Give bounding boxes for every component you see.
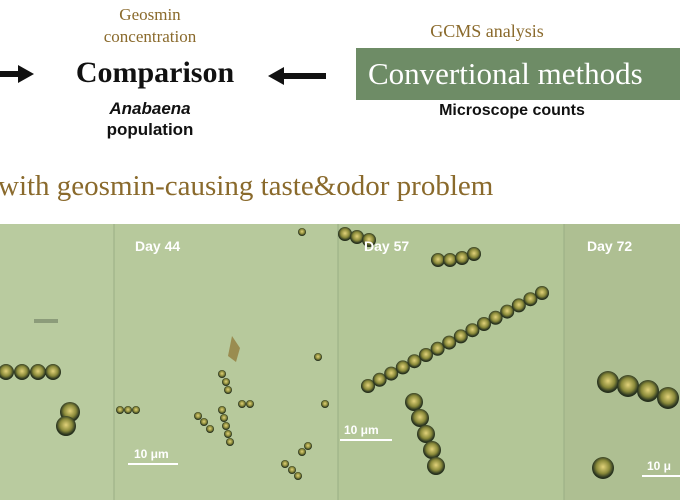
anabaena-cell — [500, 304, 515, 319]
micrograph-strip: Day 44 Day 57 Day 72 10 μm 10 μm 10 μ — [0, 224, 680, 500]
anabaena-cell — [384, 366, 399, 381]
anabaena-cell — [453, 329, 468, 344]
anabaena-cell — [477, 317, 491, 331]
micrograph-day-label-57: Day 57 — [364, 238, 409, 254]
anabaena-cell — [419, 348, 433, 362]
anabaena-cell — [465, 323, 480, 338]
anabaena-cell — [523, 292, 538, 307]
anabaena-cell — [395, 360, 410, 375]
anabaena-cell — [430, 341, 445, 356]
micrograph-panel-3 — [338, 224, 564, 500]
micrograph-panel-4 — [564, 224, 680, 500]
anabaena-cells — [56, 402, 80, 436]
anabaena-population-label: Anabaena population — [60, 98, 240, 140]
geosmin-concentration-label: Geosmin concentration — [70, 4, 230, 48]
micrograph-day-label-44: Day 44 — [135, 238, 180, 254]
anabaena-filament — [116, 228, 329, 480]
anabaena-cell — [361, 379, 375, 393]
comparison-label: Comparison — [75, 56, 235, 89]
anabaena-filament — [338, 227, 481, 475]
anabaena-filament — [0, 364, 61, 380]
scale-bar-label: 10 μ — [647, 459, 671, 473]
micrograph-panel-1 — [0, 224, 114, 500]
anabaena-cell — [511, 298, 526, 313]
conventional-methods-box: Convertional methods — [356, 48, 680, 100]
gcms-analysis-label: GCMS analysis — [430, 21, 544, 41]
population-label: population — [106, 120, 194, 139]
anabaena-cell — [488, 310, 503, 325]
debris — [34, 319, 58, 323]
anabaena-cell — [407, 354, 422, 369]
geosmin-line: Geosmin — [119, 5, 181, 24]
anabaena-species-label: Anabaena — [109, 99, 191, 118]
arrow-to-comparison-icon — [268, 67, 326, 85]
section-heading: with geosmin-causing taste&odor problem — [0, 170, 494, 202]
micrograph-day-label-72: Day 72 — [587, 238, 632, 254]
anabaena-filament — [361, 286, 549, 393]
anabaena-cell — [535, 286, 549, 300]
concentration-line: concentration — [103, 27, 197, 46]
left-arrow-icon — [0, 65, 34, 83]
debris — [228, 336, 240, 362]
anabaena-filament — [592, 371, 679, 479]
anabaena-cell — [442, 335, 457, 350]
microscope-counts-label: Microscope counts — [439, 102, 585, 119]
anabaena-cell — [372, 372, 387, 387]
scale-bar-label: 10 μm — [344, 423, 379, 437]
scale-bar-label: 10 μm — [134, 447, 169, 461]
